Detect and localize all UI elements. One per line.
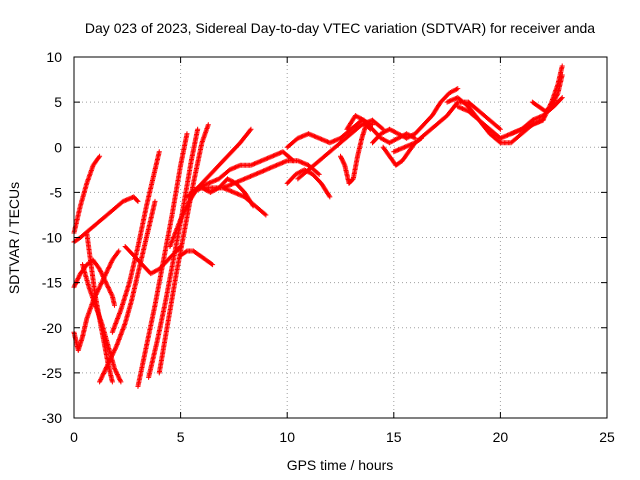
data-point: [210, 262, 216, 268]
grid-lines: [74, 57, 607, 418]
data-point: [112, 302, 118, 308]
data-point: [338, 154, 344, 160]
x-tick-label: 20: [493, 429, 509, 445]
series-arc-16: [184, 149, 297, 200]
series-arc-29: [508, 63, 565, 137]
data-point: [97, 153, 103, 159]
data-point: [341, 161, 347, 167]
data-point: [183, 249, 189, 255]
y-tick-label: -30: [42, 410, 62, 426]
data-point: [340, 158, 346, 164]
data-point: [412, 135, 418, 141]
data-point: [559, 72, 565, 78]
y-tick-label: 10: [46, 49, 62, 65]
data-point: [558, 96, 564, 102]
data-point: [339, 156, 345, 162]
y-axis-label: SDTVAR / TECUs: [6, 182, 22, 294]
series-arc-30: [529, 72, 565, 114]
data-point: [205, 122, 211, 128]
y-tick-label: -10: [42, 230, 62, 246]
data-point: [248, 126, 254, 132]
y-tick-label: 0: [54, 139, 62, 155]
x-tick-label: 25: [599, 429, 615, 445]
x-axis-label: GPS time / hours: [287, 457, 394, 473]
series-arc-18: [220, 158, 322, 191]
data-point: [184, 131, 190, 137]
series-arc-27: [444, 95, 546, 146]
series-arc-6: [84, 230, 115, 385]
data-point: [134, 197, 140, 203]
x-tick-label: 5: [177, 429, 185, 445]
y-tick-label: -5: [50, 184, 63, 200]
data-point: [326, 193, 332, 199]
data-point: [496, 125, 502, 131]
data-point: [338, 153, 343, 159]
data-point: [496, 139, 502, 145]
data-point: [115, 249, 121, 255]
data-point: [250, 203, 256, 209]
data-point: [116, 248, 122, 254]
data-point: [247, 127, 253, 133]
series-arc-23: [344, 113, 418, 146]
data-point: [379, 125, 385, 131]
series-arc-10: [135, 131, 190, 389]
x-tick-label: 15: [386, 429, 402, 445]
data-point: [316, 171, 322, 177]
x-tick-label: 10: [279, 429, 295, 445]
series-arc-21: [295, 117, 386, 182]
data-point: [559, 63, 565, 69]
data-point: [152, 198, 158, 204]
series-arc-26: [391, 99, 503, 155]
series-arc-14: [178, 248, 216, 268]
data-point: [455, 86, 461, 92]
data-point: [349, 177, 355, 183]
y-tick-label: 5: [54, 94, 62, 110]
data-point: [315, 170, 321, 176]
series-arc-24: [369, 86, 461, 146]
chart-title: Day 023 of 2023, Sidereal Day-to-day VTE…: [85, 20, 595, 36]
series-arc-15: [188, 185, 269, 218]
series-arc-7: [97, 198, 158, 385]
data-point: [327, 194, 333, 200]
y-tick-label: -25: [42, 365, 62, 381]
data-point: [369, 122, 375, 128]
data-point: [135, 198, 141, 204]
data-point: [96, 154, 102, 160]
data-point: [118, 379, 124, 385]
data-point: [195, 126, 201, 132]
data-point: [156, 149, 162, 155]
data-point: [249, 202, 255, 208]
data-point: [339, 157, 345, 163]
y-tick-label: -15: [42, 275, 62, 291]
y-tick-label: -20: [42, 320, 62, 336]
data-point: [497, 126, 503, 132]
data-point: [109, 379, 115, 385]
data-point: [340, 159, 346, 165]
data-point: [263, 212, 269, 218]
data-point: [341, 160, 347, 166]
x-tick-label: 0: [70, 429, 78, 445]
data-point: [209, 261, 215, 267]
data-point: [262, 211, 268, 217]
data-points: [71, 63, 565, 389]
series-arc-8: [109, 149, 162, 335]
data-point: [559, 95, 565, 101]
axis-ticks: 0 5 10 15 20 25 -30 -25 -20 -15 -10 -5 0 5 10: [42, 49, 615, 445]
